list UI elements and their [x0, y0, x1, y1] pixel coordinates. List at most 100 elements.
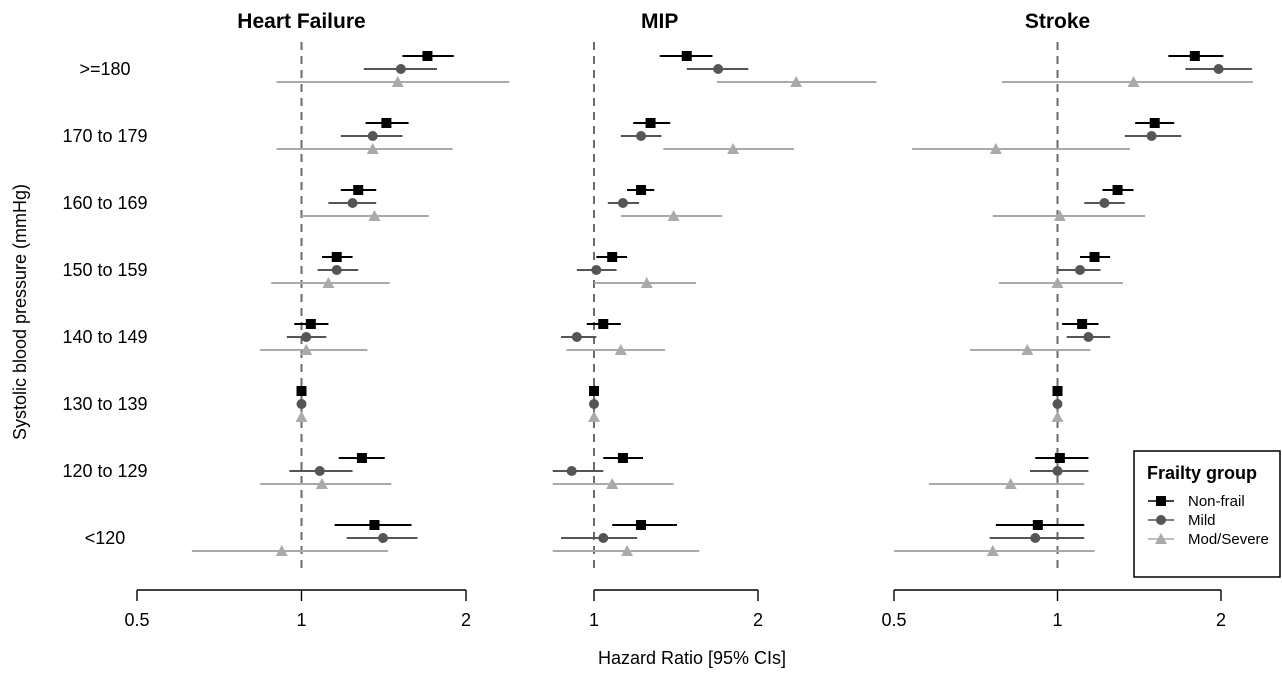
point-estimate	[369, 520, 380, 530]
estimate-120-to-129-mod-severe	[929, 478, 1085, 489]
point-estimate	[989, 143, 1002, 154]
estimate-140-to-149-mild	[561, 332, 597, 342]
y-axis-title: Systolic blood pressure (mmHg)	[10, 184, 30, 440]
estimate-180-mild	[1185, 64, 1252, 74]
point-estimate	[322, 277, 335, 288]
estimate-140-to-149-mild	[286, 332, 327, 342]
estimate-130-to-139-non-frail	[296, 386, 307, 396]
point-estimate	[305, 319, 316, 329]
estimate-130-to-139-non-frail	[1052, 386, 1063, 396]
point-estimate	[295, 411, 308, 422]
point-estimate	[1146, 131, 1157, 141]
point-estimate	[591, 265, 602, 275]
legend-item-non-frail: Non-frail	[1148, 493, 1245, 510]
point-estimate	[1083, 332, 1094, 342]
estimate-170-to-179-mild	[340, 131, 403, 141]
point-estimate	[347, 198, 358, 208]
x-tick-label: 2	[753, 610, 763, 630]
estimate-150-to-159-mod-severe	[998, 277, 1123, 288]
panel-heart-failure: Heart Failure 0.5 1 2	[124, 10, 510, 630]
point-estimate	[588, 411, 600, 422]
estimate-150-to-159-non-frail	[321, 252, 353, 262]
estimate-180-non-frail	[1168, 51, 1224, 61]
point-estimate	[1099, 198, 1110, 208]
estimate-150-to-159-non-frail	[1079, 252, 1111, 262]
point-estimate	[713, 64, 724, 74]
x-tick-label: 2	[1216, 610, 1226, 630]
row-label-120: <120	[85, 528, 126, 548]
point-estimate	[368, 210, 381, 221]
point-estimate	[636, 131, 647, 141]
estimate-120-to-129-mod-severe	[552, 478, 674, 489]
estimate-120-to-129-mild	[552, 466, 604, 476]
estimate-150-to-159-mild	[1057, 265, 1101, 275]
estimate-170-to-179-mod-severe	[663, 143, 795, 154]
point-estimate	[395, 64, 406, 74]
panel-title: Heart Failure	[237, 10, 365, 33]
estimate-120-to-129-non-frail	[603, 453, 643, 463]
point-estimate	[275, 545, 288, 556]
point-estimate	[645, 118, 656, 128]
estimate-170-to-179-non-frail	[1135, 118, 1175, 128]
point-estimate	[366, 143, 379, 154]
point-estimate	[606, 478, 619, 489]
point-estimate	[640, 277, 653, 288]
point-estimate	[296, 386, 307, 396]
panel-mip: MIP 1 2	[552, 10, 877, 630]
row-label-150-to-159: 150 to 159	[62, 260, 147, 280]
point-estimate	[301, 332, 312, 342]
point-estimate	[614, 344, 627, 355]
estimate-130-to-139-mild	[589, 399, 599, 409]
estimate-120-to-129-mild	[289, 466, 353, 476]
row-label-160-to-169: 160 to 169	[62, 193, 147, 213]
point-estimate	[790, 76, 803, 87]
estimate-120-mod-severe	[191, 545, 389, 556]
legend-item-mod-severe: Mod/Severe	[1148, 531, 1269, 548]
point-estimate	[1053, 210, 1066, 221]
estimate-160-to-169-mild	[1084, 198, 1125, 208]
estimate-160-to-169-mod-severe	[301, 210, 429, 221]
row-labels: >=180 170 to 179 160 to 169 150 to 159 140 t…	[62, 59, 147, 548]
estimate-180-non-frail	[402, 51, 454, 61]
estimate-170-to-179-mild	[1124, 131, 1182, 141]
point-estimate	[681, 51, 692, 61]
estimate-140-to-149-mod-severe	[566, 344, 666, 355]
point-estimate	[1112, 185, 1123, 195]
point-estimate	[727, 143, 740, 154]
estimate-170-to-179-non-frail	[365, 118, 409, 128]
estimate-120-mild	[989, 533, 1085, 543]
point-estimate	[381, 118, 392, 128]
estimate-120-non-frail	[995, 520, 1085, 530]
estimate-140-to-149-mod-severe	[969, 344, 1091, 355]
x-tick-label: 1	[296, 610, 306, 630]
estimate-120-mod-severe	[552, 545, 700, 556]
point-estimate	[1127, 76, 1140, 87]
estimate-120-to-129-mod-severe	[260, 478, 392, 489]
estimate-150-to-159-mod-severe	[271, 277, 390, 288]
point-estimate	[667, 210, 680, 221]
point-estimate	[314, 466, 325, 476]
panel-title: Stroke	[1025, 10, 1090, 33]
point-estimate	[1051, 277, 1064, 288]
estimate-180-mod-severe	[716, 76, 877, 87]
estimate-180-mod-severe	[276, 76, 510, 87]
point-estimate	[1077, 319, 1088, 329]
point-estimate	[378, 533, 389, 543]
panel-stroke: Stroke 0.5 1 2	[881, 10, 1253, 630]
point-estimate	[1089, 252, 1100, 262]
estimate-130-to-139-mild	[296, 399, 307, 409]
estimate-160-to-169-mod-severe	[620, 210, 723, 221]
point-estimate	[331, 265, 342, 275]
legend-title: Frailty group	[1147, 463, 1257, 483]
point-estimate	[617, 198, 628, 208]
panels: Heart Failure 0.5 1 2 MIP 1 2 Stroke 0.5 1 2	[124, 10, 1253, 630]
legend-marker	[1155, 533, 1167, 544]
legend-item-mild: Mild	[1148, 512, 1216, 529]
legend-label: Mod/Severe	[1188, 531, 1269, 548]
point-estimate	[353, 185, 364, 195]
point-estimate	[607, 252, 618, 262]
point-estimate	[331, 252, 342, 262]
estimate-170-to-179-non-frail	[633, 118, 671, 128]
estimate-150-to-159-mod-severe	[594, 277, 697, 288]
row-label-140-to-149: 140 to 149	[62, 327, 147, 347]
